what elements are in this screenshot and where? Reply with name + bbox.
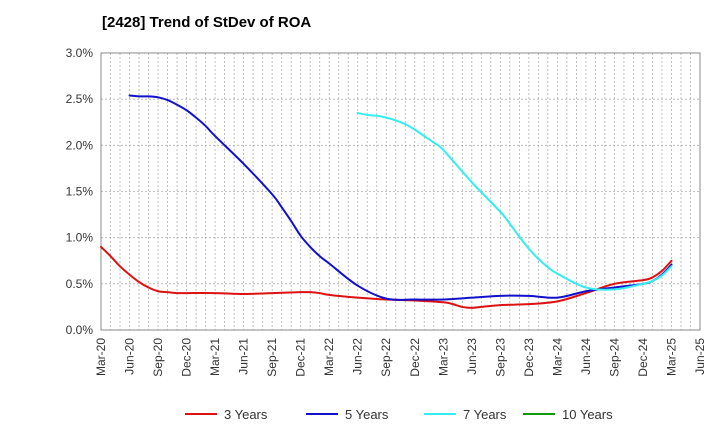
x-tick-label: Sep-21: [265, 338, 279, 377]
x-tick-label: Jun-23: [465, 338, 479, 375]
legend-label: 10 Years: [562, 407, 613, 422]
x-tick-label: Dec-21: [294, 338, 308, 377]
x-tick-label: Dec-20: [180, 338, 194, 377]
legend-label: 7 Years: [463, 407, 507, 422]
x-tick-label: Jun-20: [123, 338, 137, 375]
y-tick-label: 0.5%: [66, 277, 94, 291]
x-tick-label: Mar-24: [550, 338, 564, 376]
legend-label: 5 Years: [345, 407, 389, 422]
x-tick-label: Jun-24: [579, 338, 593, 375]
series-line-5-years: [128, 94, 673, 301]
y-tick-label: 1.5%: [66, 185, 94, 199]
x-tick-label: Mar-25: [664, 338, 678, 376]
plot-area: [101, 53, 700, 330]
x-tick-label: Sep-20: [151, 338, 165, 377]
series-line-3-years: [100, 245, 673, 309]
x-tick-label: Mar-21: [208, 338, 222, 376]
x-tick-label: Dec-22: [408, 338, 422, 377]
y-tick-label: 3.0%: [66, 46, 94, 60]
y-tick-label: 1.0%: [66, 231, 94, 245]
x-tick-label: Dec-23: [522, 338, 536, 377]
x-tick-label: Jun-22: [351, 338, 365, 375]
x-tick-label: Sep-24: [607, 338, 621, 377]
x-tick-label: Mar-20: [94, 338, 108, 376]
x-tick-label: Mar-23: [436, 338, 450, 376]
legend-label: 3 Years: [224, 407, 268, 422]
y-tick-label: 2.0%: [66, 138, 94, 152]
y-tick-label: 2.5%: [66, 92, 94, 106]
x-tick-label: Dec-24: [636, 338, 650, 377]
x-tick-label: Sep-22: [379, 338, 393, 377]
y-tick-label: 0.0%: [66, 323, 94, 337]
plot-border: [100, 52, 701, 331]
chart-title: [2428] Trend of StDev of ROA: [102, 14, 312, 31]
x-tick-label: Jun-25: [693, 338, 707, 375]
x-tick-label: Mar-22: [322, 338, 336, 376]
x-tick-label: Jun-21: [237, 338, 251, 375]
x-tick-label: Sep-23: [493, 338, 507, 377]
series-line-7-years: [356, 112, 673, 291]
